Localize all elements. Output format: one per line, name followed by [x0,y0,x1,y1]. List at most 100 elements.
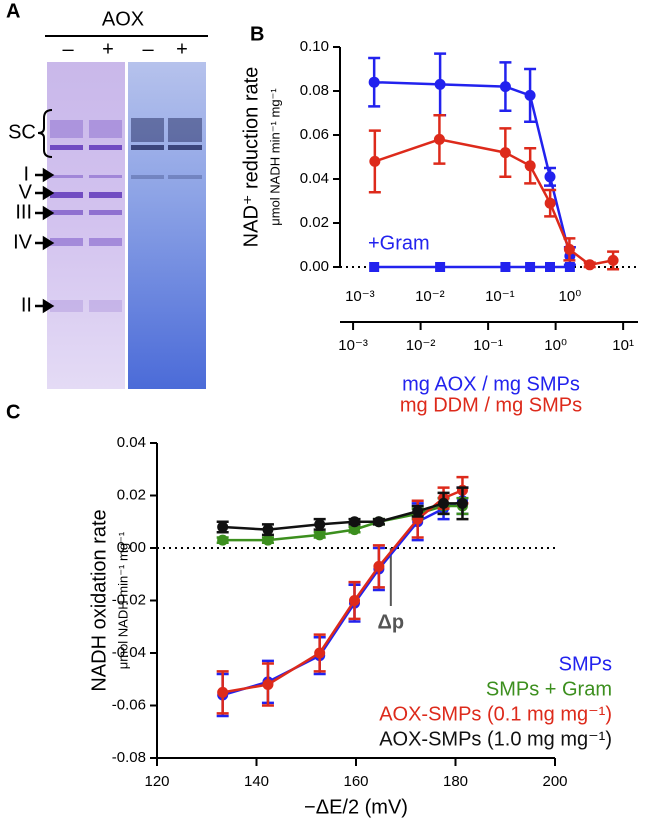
x2-tick-label: 10⁰ [559,288,582,305]
point [524,89,536,101]
legend-entry: SMPs + Gram [486,678,612,700]
x-tick-label: 180 [443,773,468,790]
annotation: Δp [378,611,405,633]
point [314,518,326,530]
gel-right [128,62,206,389]
point [412,505,424,517]
band-label: IV [13,231,33,253]
series-label: +Gram [368,232,430,254]
y-axis-units: μmol NADH min⁻¹ mg⁻¹ [267,88,282,226]
x-axis-label: mg AOX / mg SMPs [402,373,580,395]
point [438,497,450,509]
y-tick-label: -0.04 [112,644,146,661]
point [314,647,326,659]
y-axis-units: μmol NADH min⁻¹ mg⁻¹ [115,531,130,669]
x-tick-label: 10⁻² [406,337,436,354]
point [563,243,575,255]
band-label: V [19,181,33,203]
x2-tick-label: 10⁻³ [345,288,375,305]
bands-right [131,118,202,179]
sc-brace [37,109,53,158]
x-tick-label: 120 [144,773,169,790]
point [368,76,380,88]
point [544,197,556,209]
x-axis-label: mg DDM / mg SMPs [400,394,582,416]
point [349,516,361,528]
gel-left [47,62,125,389]
point [217,534,229,546]
x2-tick-label: 10⁻² [415,288,445,305]
point [524,160,536,172]
y-tick-label: 0.08 [300,82,329,99]
point [373,516,385,528]
x-tick-label: 160 [343,773,368,790]
bands [50,120,122,312]
point [584,259,596,271]
gel-header: AOX [102,8,144,30]
band-label: I [23,163,29,185]
gel-panel: A AOX – + – + SC [6,0,208,389]
y-tick-label: 0.02 [300,214,329,231]
y-axis-label: NADH oxidation rate [88,509,110,691]
lane-label: + [102,38,114,60]
point [434,78,446,90]
point [262,524,274,536]
point [525,262,536,272]
y-tick-label: 0.02 [117,486,146,503]
point [217,521,229,533]
y-tick-label: 0.04 [117,434,146,451]
series-line [222,489,463,694]
point [607,254,619,266]
point [369,155,381,167]
x-tick-label: 10⁻³ [338,337,368,354]
y-tick-label: -0.06 [112,696,146,713]
x-tick-label: 10⁰ [544,337,567,354]
lane-label: + [176,38,188,60]
lane-label: – [142,38,154,60]
band-label: SC [8,121,36,143]
point [349,524,361,536]
band-label: III [15,201,32,223]
x-tick-label: 140 [244,773,269,790]
point [456,497,468,509]
x-tick-label: 10¹ [612,337,634,354]
y-tick-label: 0.00 [117,539,146,556]
y-tick-label: 0.00 [300,258,329,275]
series-line [374,80,572,257]
legend-entry: AOX-SMPs (1.0 mg mg⁻¹) [379,728,612,750]
point [544,171,556,183]
point [369,262,380,272]
point [262,679,274,690]
y-tick-label: 0.04 [300,170,329,187]
x2-tick-label: 10⁻¹ [485,288,515,305]
point [545,262,556,272]
y-tick-label: 0.10 [300,38,329,55]
panel-letter: B [250,23,264,45]
band-label: II [21,294,32,316]
y-tick-label: 0.06 [300,126,329,143]
point [373,560,385,572]
point [564,262,575,272]
lane-label: – [62,38,74,60]
y-axis-label: NAD⁺ reduction rate [240,67,262,248]
point [499,147,511,159]
point [433,133,445,145]
panel-letter: C [6,401,20,423]
point [217,686,229,698]
arrows [35,167,55,314]
point [314,529,326,541]
y-tick-label: -0.08 [112,749,146,766]
y-tick-label: -0.02 [112,591,146,608]
x-tick-label: 10⁻¹ [473,337,503,354]
point [435,262,446,272]
point [349,595,361,606]
panel-letter: A [6,0,20,22]
x-tick-label: 200 [542,773,567,790]
legend-entry: AOX-SMPs (0.1 mg mg⁻¹) [379,703,612,725]
point [499,81,511,93]
point [262,534,274,546]
legend-entry: SMPs [559,653,612,675]
x-axis-label: −ΔE/2 (mV) [304,796,408,818]
point [500,262,511,272]
